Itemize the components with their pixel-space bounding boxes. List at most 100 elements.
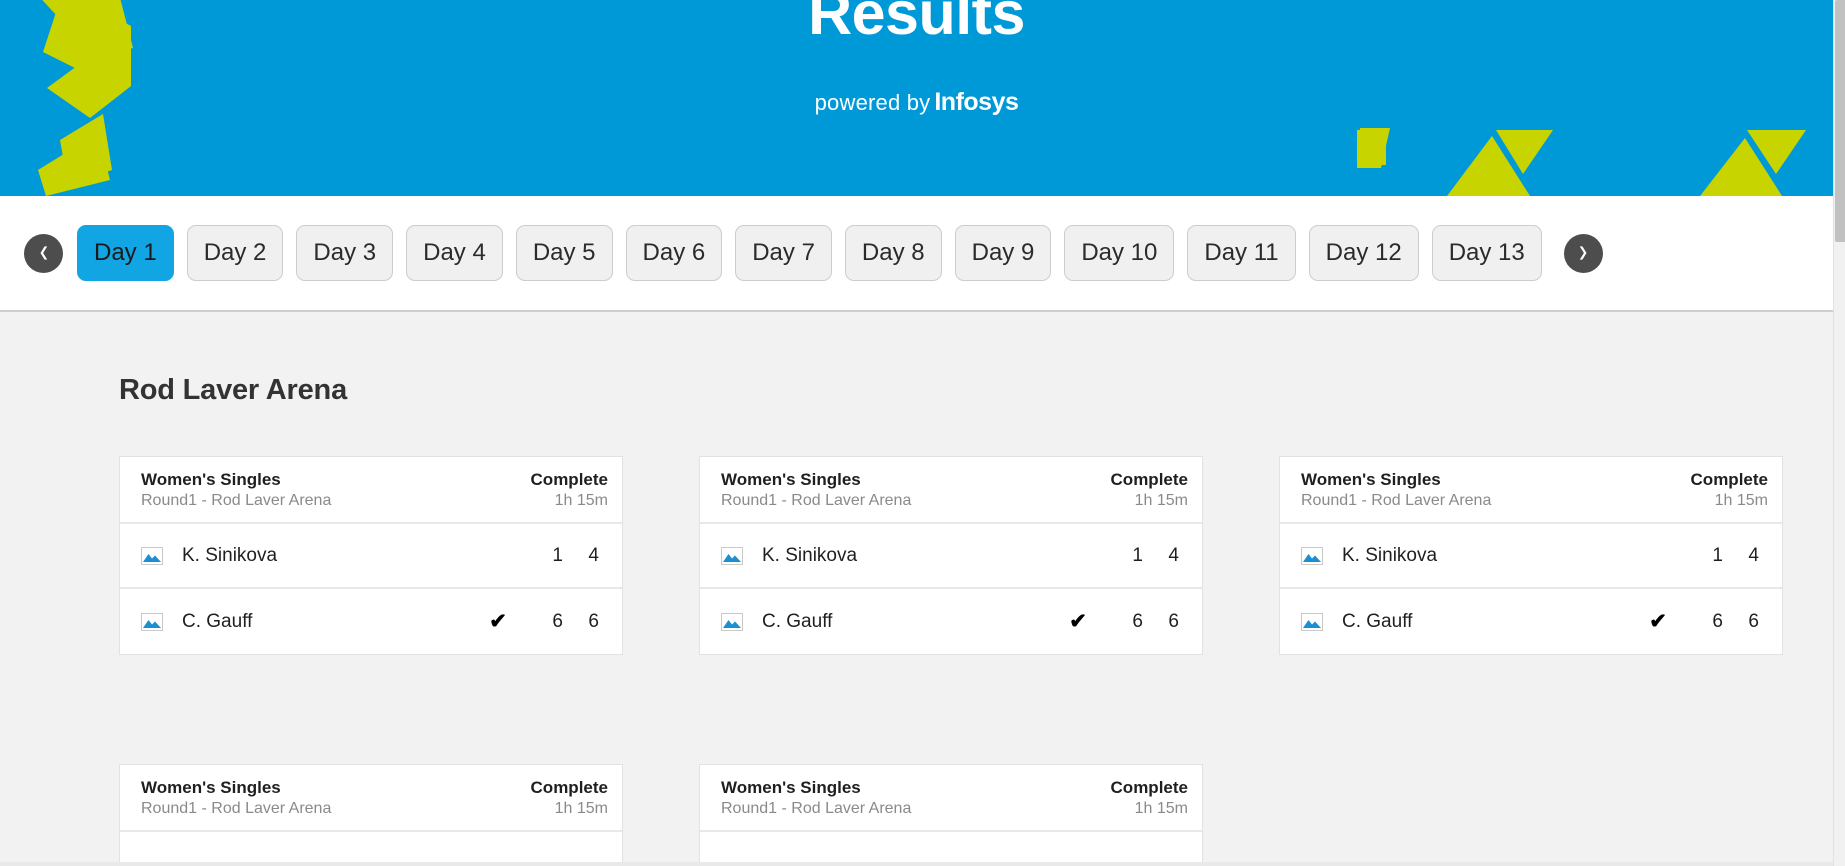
vertical-scrollbar[interactable] xyxy=(1833,0,1845,866)
match-card-header: Women's Singles Round1 - Rod Laver Arena C… xyxy=(1280,457,1782,525)
match-card-header: Women's Singles Round1 - Rod Laver Arena C… xyxy=(700,457,1202,525)
match-event-name: Women's Singles xyxy=(721,778,861,798)
match-round-venue: Round1 - Rod Laver Arena xyxy=(1301,491,1492,509)
broken-image-icon xyxy=(1301,612,1323,631)
match-status-info: Complete 1h 15m xyxy=(1691,469,1768,511)
player-row[interactable]: K. Sinikova 1 4 xyxy=(120,524,622,590)
player-name: C. Gauff xyxy=(182,610,253,632)
status-badge: Complete xyxy=(1110,470,1188,489)
day-tab-10[interactable]: Day 10 xyxy=(1064,225,1175,281)
day-tab-12[interactable]: Day 12 xyxy=(1308,225,1419,281)
match-card-header: Women's Singles Round1 - Rod Laver Arena C… xyxy=(120,765,622,833)
status-badge: Complete xyxy=(530,778,608,798)
broken-image-icon xyxy=(721,546,743,565)
status-badge: Complete xyxy=(530,470,608,489)
match-card-header: Women's Singles Round1 - Rod Laver Arena C… xyxy=(120,457,622,525)
day-tab-13[interactable]: Day 13 xyxy=(1431,225,1542,281)
powered-by-line: powered by Infosys xyxy=(0,88,1833,117)
match-round-venue: Round1 - Rod Laver Arena xyxy=(141,799,332,817)
match-duration: 1h 15m xyxy=(554,491,608,509)
set-score: 1 xyxy=(552,544,563,566)
match-card[interactable]: Women's Singles Round1 - Rod Laver Arena C… xyxy=(119,764,623,866)
chevron-left-icon xyxy=(40,246,47,260)
set-score: 4 xyxy=(588,544,599,566)
match-event-name: Women's Singles xyxy=(721,470,861,489)
match-round-venue: Round1 - Rod Laver Arena xyxy=(141,491,332,509)
set-score: 4 xyxy=(1748,544,1759,566)
day-tab-8[interactable]: Day 8 xyxy=(844,225,942,281)
day-tab-9[interactable]: Day 9 xyxy=(954,225,1052,281)
content-bottom-edge xyxy=(0,862,1833,866)
winner-check-icon: ✔ xyxy=(489,610,507,634)
broken-image-icon xyxy=(1301,546,1323,565)
next-days-button[interactable] xyxy=(1563,233,1603,273)
day-tab-11[interactable]: Day 11 xyxy=(1187,225,1296,281)
player-name: K. Sinikova xyxy=(182,544,278,566)
player-name: C. Gauff xyxy=(1342,610,1413,632)
set-score: 6 xyxy=(1712,610,1723,632)
set-score: 1 xyxy=(1132,544,1143,566)
match-card-header: Women's Singles Round1 - Rod Laver Arena C… xyxy=(700,765,1202,833)
day-tab-list: Day 1 Day 2 Day 3 Day 4 Day 5 Day 6 Day 7 Day 8… xyxy=(77,225,1542,281)
match-event-name: Women's Singles xyxy=(1301,470,1441,489)
match-card[interactable]: Women's Singles Round1 - Rod Laver Arena C… xyxy=(699,764,1203,866)
chevron-right-icon xyxy=(1580,246,1587,260)
player-row[interactable] xyxy=(120,832,622,866)
match-duration: 1h 15m xyxy=(1134,491,1188,509)
player-row[interactable]: K. Sinikova 1 4 xyxy=(1280,524,1782,590)
winner-check-icon: ✔ xyxy=(1069,610,1087,634)
scrollbar-thumb[interactable] xyxy=(1835,0,1845,242)
day-tab-6[interactable]: Day 6 xyxy=(625,225,723,281)
match-duration: 1h 15m xyxy=(1134,799,1188,817)
day-tab-5[interactable]: Day 5 xyxy=(515,225,613,281)
day-tab-2[interactable]: Day 2 xyxy=(186,225,284,281)
infosys-logo-text: Infosys xyxy=(934,88,1019,116)
page-title: Results xyxy=(808,0,1025,47)
player-name: K. Sinikova xyxy=(1342,544,1438,566)
match-event-info: Women's Singles Round1 - Rod Laver Arena xyxy=(721,469,911,511)
set-score: 6 xyxy=(1748,610,1759,632)
player-name: C. Gauff xyxy=(762,610,833,632)
match-round-venue: Round1 - Rod Laver Arena xyxy=(721,799,912,817)
page-banner: Results powered by Infosys xyxy=(0,0,1833,196)
match-duration: 1h 15m xyxy=(554,799,608,817)
match-card-grid: Women's Singles Round1 - Rod Laver Arena C… xyxy=(119,456,1785,866)
match-event-info: Women's Singles Round1 - Rod Laver Arena xyxy=(721,777,911,819)
match-event-name: Women's Singles xyxy=(141,778,281,798)
match-card[interactable]: Women's Singles Round1 - Rod Laver Arena C… xyxy=(119,456,623,656)
day-tab-7[interactable]: Day 7 xyxy=(735,225,832,281)
match-event-info: Women's Singles Round1 - Rod Laver Arena xyxy=(141,469,331,511)
set-score: 6 xyxy=(588,610,599,632)
match-duration: 1h 15m xyxy=(1714,491,1768,509)
venue-heading: Rod Laver Arena xyxy=(119,374,347,406)
powered-by-text: powered by xyxy=(814,90,931,115)
player-row[interactable]: K. Sinikova 1 4 xyxy=(700,524,1202,590)
day-navigation-bar: Day 1 Day 2 Day 3 Day 4 Day 5 Day 6 Day 7 Day 8… xyxy=(0,196,1833,312)
player-row[interactable]: C. Gauff ✔ 6 6 xyxy=(700,589,1202,654)
match-status-info: Complete 1h 15m xyxy=(1111,469,1188,511)
player-row[interactable]: C. Gauff ✔ 6 6 xyxy=(1280,589,1782,654)
results-content: Rod Laver Arena Women's Singles Round1 - … xyxy=(0,312,1833,866)
match-card[interactable]: Women's Singles Round1 - Rod Laver Arena C… xyxy=(1279,456,1783,656)
player-row[interactable]: C. Gauff ✔ 6 6 xyxy=(120,589,622,654)
winner-check-icon: ✔ xyxy=(1649,610,1667,634)
match-status-info: Complete 1h 15m xyxy=(1111,777,1188,819)
set-score: 6 xyxy=(1168,610,1179,632)
status-badge: Complete xyxy=(1690,470,1768,489)
set-score: 6 xyxy=(1132,610,1143,632)
player-name: K. Sinikova xyxy=(762,544,858,566)
match-card[interactable]: Women's Singles Round1 - Rod Laver Arena C… xyxy=(699,456,1203,656)
day-tab-4[interactable]: Day 4 xyxy=(406,225,503,281)
day-tab-1[interactable]: Day 1 xyxy=(77,225,174,281)
match-event-info: Women's Singles Round1 - Rod Laver Arena xyxy=(1301,469,1491,511)
prev-days-button[interactable] xyxy=(24,233,63,273)
match-status-info: Complete 1h 15m xyxy=(531,469,608,511)
day-tab-3[interactable]: Day 3 xyxy=(296,225,394,281)
match-event-name: Women's Singles xyxy=(141,470,281,489)
player-row[interactable] xyxy=(700,832,1202,866)
broken-image-icon xyxy=(141,546,163,565)
match-event-info: Women's Singles Round1 - Rod Laver Arena xyxy=(141,777,331,819)
match-status-info: Complete 1h 15m xyxy=(531,777,608,819)
status-badge: Complete xyxy=(1110,778,1188,798)
